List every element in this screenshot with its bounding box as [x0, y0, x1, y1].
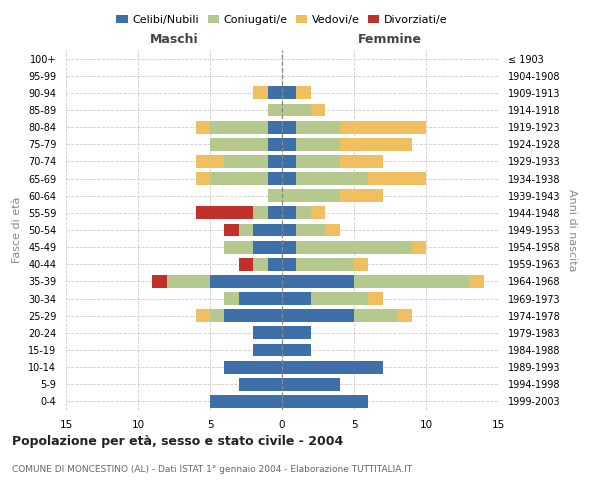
Bar	[354, 258, 368, 270]
Bar	[282, 395, 368, 408]
Bar	[311, 292, 368, 305]
Bar	[196, 206, 253, 220]
Bar	[282, 344, 311, 356]
Bar	[239, 224, 253, 236]
Bar	[296, 172, 368, 185]
Bar	[340, 120, 426, 134]
Bar	[253, 224, 282, 236]
Bar	[282, 360, 383, 374]
Text: Maschi: Maschi	[149, 32, 199, 46]
Bar	[224, 240, 253, 254]
Bar	[354, 310, 397, 322]
Legend: Celibi/Nubili, Coniugati/e, Vedovi/e, Divorziati/e: Celibi/Nubili, Coniugati/e, Vedovi/e, Di…	[112, 10, 452, 29]
Y-axis label: Anni di nascita: Anni di nascita	[567, 188, 577, 271]
Bar	[239, 258, 253, 270]
Bar	[224, 292, 239, 305]
Bar	[210, 275, 282, 288]
Bar	[296, 120, 340, 134]
Bar	[282, 206, 296, 220]
Text: Femmine: Femmine	[358, 32, 422, 46]
Bar	[340, 190, 383, 202]
Bar	[253, 240, 282, 254]
Bar	[340, 138, 412, 150]
Bar	[397, 310, 412, 322]
Bar	[253, 86, 268, 100]
Bar	[296, 258, 354, 270]
Bar	[282, 258, 296, 270]
Bar	[412, 240, 426, 254]
Bar	[282, 86, 296, 100]
Bar	[296, 224, 325, 236]
Bar	[268, 86, 282, 100]
Bar	[268, 120, 282, 134]
Text: Popolazione per età, sesso e stato civile - 2004: Popolazione per età, sesso e stato civil…	[12, 435, 343, 448]
Bar	[296, 206, 311, 220]
Bar	[282, 275, 354, 288]
Bar	[469, 275, 484, 288]
Bar	[282, 172, 296, 185]
Bar	[296, 155, 340, 168]
Bar	[282, 326, 311, 340]
Bar	[368, 292, 383, 305]
Bar	[196, 172, 210, 185]
Bar	[282, 292, 311, 305]
Bar	[210, 138, 268, 150]
Bar	[282, 310, 354, 322]
Bar	[224, 155, 268, 168]
Bar	[282, 155, 296, 168]
Bar	[325, 224, 340, 236]
Bar	[167, 275, 210, 288]
Bar	[296, 86, 311, 100]
Bar	[152, 275, 167, 288]
Bar	[282, 378, 340, 390]
Bar	[239, 292, 282, 305]
Bar	[282, 138, 296, 150]
Bar	[239, 378, 282, 390]
Y-axis label: Fasce di età: Fasce di età	[13, 197, 22, 263]
Bar	[268, 172, 282, 185]
Bar	[268, 138, 282, 150]
Bar	[282, 120, 296, 134]
Bar	[196, 155, 224, 168]
Bar	[210, 172, 268, 185]
Bar	[268, 190, 282, 202]
Bar	[253, 258, 268, 270]
Bar	[282, 224, 296, 236]
Bar	[253, 326, 282, 340]
Bar	[368, 172, 426, 185]
Text: COMUNE DI MONCESTINO (AL) - Dati ISTAT 1° gennaio 2004 - Elaborazione TUTTITALIA: COMUNE DI MONCESTINO (AL) - Dati ISTAT 1…	[12, 465, 412, 474]
Bar	[224, 310, 282, 322]
Bar	[354, 275, 469, 288]
Bar	[340, 155, 383, 168]
Bar	[311, 206, 325, 220]
Bar	[268, 155, 282, 168]
Bar	[282, 190, 340, 202]
Bar	[268, 206, 282, 220]
Bar	[282, 240, 296, 254]
Bar	[268, 258, 282, 270]
Bar	[296, 240, 412, 254]
Bar	[196, 310, 210, 322]
Bar	[196, 120, 210, 134]
Bar	[224, 360, 282, 374]
Bar	[311, 104, 325, 117]
Bar	[210, 310, 224, 322]
Bar	[210, 395, 282, 408]
Bar	[282, 104, 311, 117]
Bar	[296, 138, 340, 150]
Bar	[224, 224, 239, 236]
Bar	[253, 344, 282, 356]
Bar	[210, 120, 268, 134]
Bar	[268, 104, 282, 117]
Bar	[253, 206, 268, 220]
